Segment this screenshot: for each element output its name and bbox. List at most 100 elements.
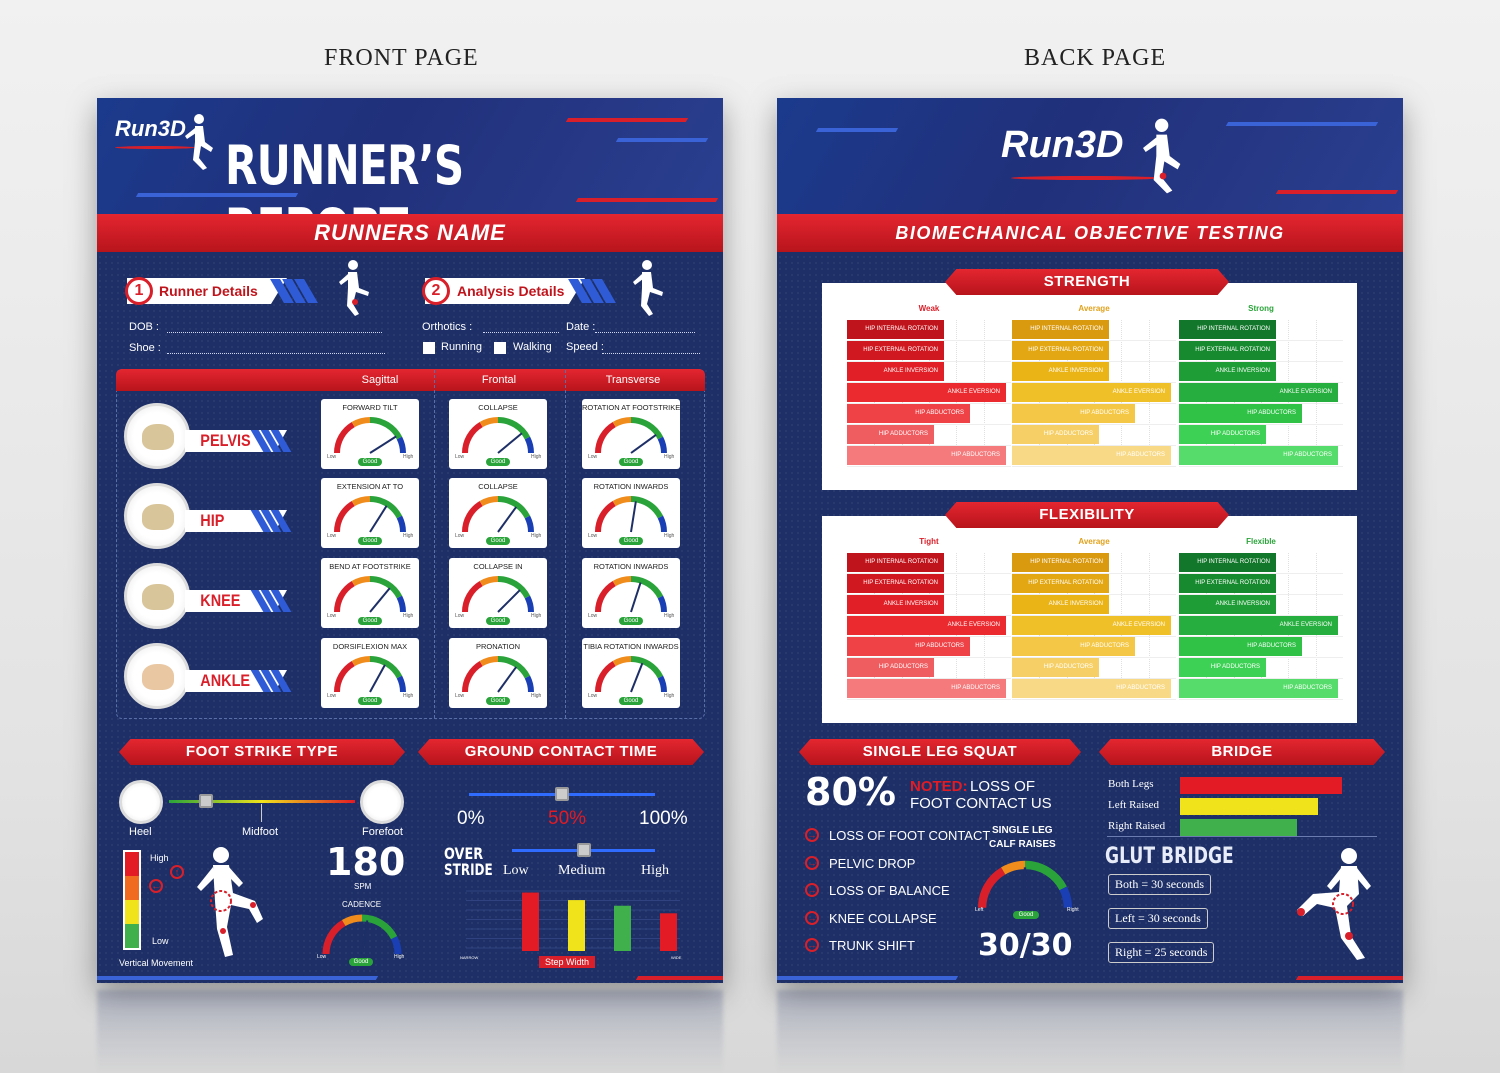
gauge-card: PRONATION Low High Good xyxy=(449,638,547,708)
walking-checkbox[interactable] xyxy=(494,342,506,354)
gauge-dial xyxy=(595,496,667,533)
gauge-title: BEND AT FOOTSTRIKE xyxy=(329,562,411,571)
arrow-right-icon: → xyxy=(805,828,819,842)
flexibility-bar: HIP INTERNAL ROTATION xyxy=(1012,553,1109,572)
bridge-row-bar xyxy=(1180,798,1318,815)
bridge-header: BRIDGE xyxy=(1099,739,1385,765)
flexibility-bar: HIP ABDUCTORS xyxy=(1012,637,1135,656)
flexibility-title: FLEXIBILITY xyxy=(1039,506,1135,523)
flexibility-bar: HIP ADDUCTORS xyxy=(847,658,934,677)
calf-left-label: Left xyxy=(975,907,984,913)
gct-header: GROUND CONTACT TIME xyxy=(418,739,704,765)
orthotics-field[interactable] xyxy=(483,323,559,333)
cadence-unit: SPM xyxy=(354,882,372,891)
overstride-label-2: STRIDE xyxy=(444,860,493,879)
strength-bar: HIP ADDUCTORS xyxy=(847,425,934,444)
strength-bar: HIP ABDUCTORS xyxy=(1012,446,1171,465)
squat-percent: 80% xyxy=(805,770,896,814)
gauge-dial xyxy=(334,576,406,613)
speed-label: Speed : xyxy=(566,341,604,353)
gauge-card: EXTENSION AT TO Low High Good xyxy=(321,478,419,548)
flexibility-bar-label: HIP EXTERNAL ROTATION xyxy=(1028,580,1103,586)
squat-noted: NOTED: xyxy=(910,778,968,795)
gauge-high: High xyxy=(531,533,542,539)
gauge-high: High xyxy=(531,693,542,699)
flexibility-bar-label: ANKLE INVERSION xyxy=(1215,601,1270,607)
shoe-label: Shoe : xyxy=(129,342,161,354)
speed-field[interactable] xyxy=(602,344,700,354)
date-field[interactable] xyxy=(595,323,695,333)
bot-banner: BIOMECHANICAL OBJECTIVE TESTING xyxy=(777,214,1403,252)
shoe-field[interactable] xyxy=(167,344,385,354)
forefoot-icon xyxy=(360,780,404,824)
gauge-dial xyxy=(462,417,534,454)
squat-header: SINGLE LEG SQUAT xyxy=(799,739,1081,765)
wide-label: WIDE xyxy=(671,955,682,960)
flexibility-bar: ANKLE EVERSION xyxy=(847,616,1006,635)
gauge-dial xyxy=(462,496,534,533)
bridge-left-box: Left = 30 seconds xyxy=(1108,908,1208,929)
strength-bar-label: HIP ABDUCTORS xyxy=(1283,452,1332,458)
calf-good-badge: Good xyxy=(1013,911,1039,919)
forefoot-label: Forefoot xyxy=(362,826,403,838)
flexibility-bar: HIP EXTERNAL ROTATION xyxy=(847,574,944,593)
arrow-up-icon: ↑ xyxy=(170,865,184,879)
dob-field[interactable] xyxy=(167,323,382,333)
flexibility-bar-label: HIP ABDUCTORS xyxy=(1080,643,1129,649)
overstride-high-label: High xyxy=(641,863,669,878)
flexibility-bar-label: ANKLE EVERSION xyxy=(947,622,1000,628)
bodypart-text: KNEE xyxy=(200,591,241,610)
bridge-row-label: Right Raised xyxy=(1108,820,1166,832)
squat-item: LOSS OF FOOT CONTACT xyxy=(829,828,991,843)
gauge-good-badge: Good xyxy=(619,537,643,545)
cadence-high-label: High xyxy=(394,954,405,960)
gauge-card: COLLAPSE IN Low High Good xyxy=(449,558,547,628)
gauge-needle xyxy=(630,582,642,613)
squat-item: KNEE COLLAPSE xyxy=(829,910,937,926)
gauge-dial xyxy=(462,576,534,613)
gauge-dial xyxy=(595,417,667,454)
front-page-caption: FRONT PAGE xyxy=(324,45,479,71)
bridge-row-label: Left Raised xyxy=(1108,799,1160,811)
foot-strike-title: FOOT STRIKE TYPE xyxy=(185,743,339,760)
strength-title: STRENGTH xyxy=(1043,273,1131,290)
strength-bar: HIP ABDUCTORS xyxy=(1012,404,1135,423)
gauge-low: Low xyxy=(588,454,598,460)
flexibility-bar: HIP ABDUCTORS xyxy=(847,637,970,656)
flexibility-bar-label: ANKLE INVERSION xyxy=(883,601,938,607)
flexibility-col-0-name: Tight xyxy=(919,537,939,546)
analysis-details-number: 2 xyxy=(422,277,450,305)
strength-bar-label: HIP ABDUCTORS xyxy=(915,410,964,416)
flexibility-bar-label: HIP ABDUCTORS xyxy=(915,643,964,649)
strength-bar: HIP ADDUCTORS xyxy=(1012,425,1099,444)
strength-bar-label: ANKLE EVERSION xyxy=(1279,389,1332,395)
gauge-needle xyxy=(497,506,518,533)
gct-100-label: 100% xyxy=(639,808,688,829)
foot-strike-knob[interactable] xyxy=(199,794,214,808)
flexibility-bar-label: HIP ADDUCTORS xyxy=(1043,664,1093,670)
running-checkbox[interactable] xyxy=(423,342,435,354)
foot-strike-slider[interactable] xyxy=(169,800,355,803)
step-width-label: Step Width xyxy=(544,957,590,967)
strength-bar: HIP ABDUCTORS xyxy=(847,446,1006,465)
gauge-dial xyxy=(462,656,534,693)
strength-bar-label: ANKLE INVERSION xyxy=(1215,368,1270,374)
overstride-knob[interactable] xyxy=(576,843,591,857)
gct-knob[interactable] xyxy=(555,787,569,801)
gauge-low: Low xyxy=(327,613,337,619)
flexibility-bar: HIP ABDUCTORS xyxy=(1012,679,1171,698)
arrow-left-icon: ← xyxy=(149,879,163,893)
runners-name-banner: RUNNERS NAME xyxy=(97,214,723,252)
overstride-chart xyxy=(466,890,680,951)
flexibility-bar-label: HIP INTERNAL ROTATION xyxy=(865,559,938,565)
strength-bar-label: HIP ADDUCTORS xyxy=(1043,431,1093,437)
gauge-good: Good xyxy=(490,698,506,704)
flexibility-bar: HIP ADDUCTORS xyxy=(1012,658,1099,677)
gauge-good: Good xyxy=(362,618,378,624)
gauge-needle xyxy=(497,432,523,454)
gauge-card: TIBIA ROTATION INWARDS Low High Good xyxy=(582,638,680,708)
strength-col-2-name: Strong xyxy=(1248,304,1274,313)
gauge-needle xyxy=(630,662,644,693)
flexibility-bar-label: HIP EXTERNAL ROTATION xyxy=(1195,580,1270,586)
gauge-good-badge: Good xyxy=(358,537,382,545)
